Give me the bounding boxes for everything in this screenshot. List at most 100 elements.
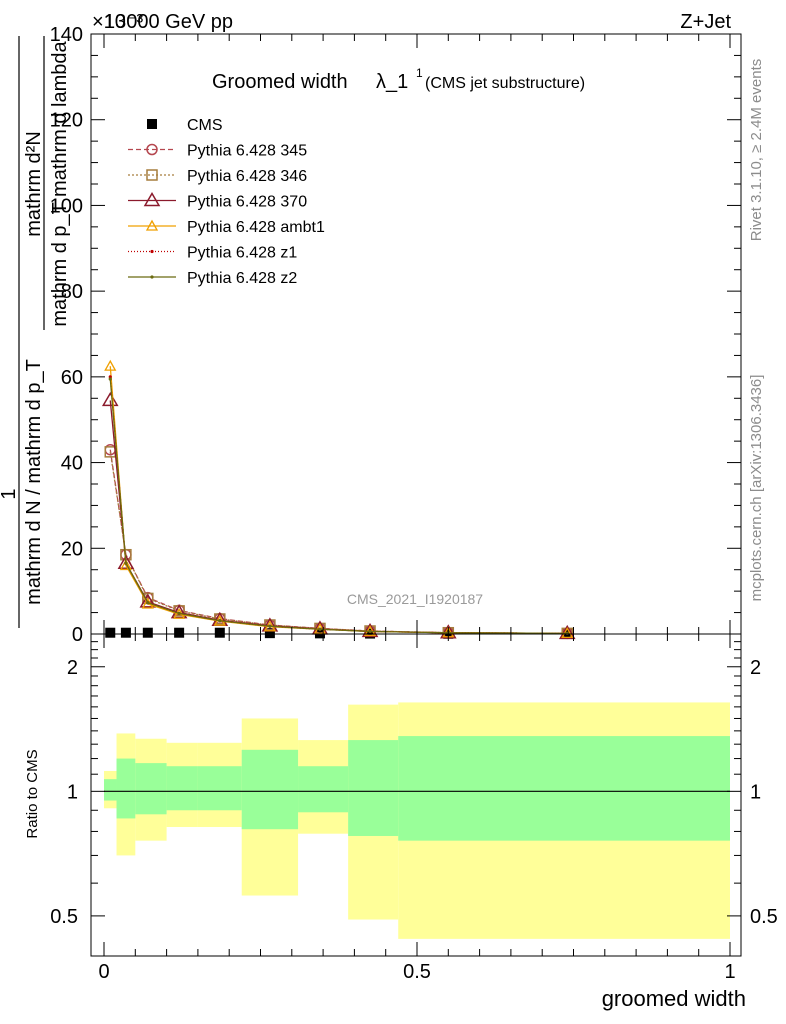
legend-entry: Pythia 6.428 z1	[128, 245, 297, 262]
series-line	[109, 376, 568, 635]
ratio-x-tick-label: 0.5	[403, 961, 431, 983]
legend-marker	[150, 275, 154, 279]
mcplots-label: mcplots.cern.ch [arXiv:1306.3436]	[748, 375, 765, 602]
legend-label: Pythia 6.428 z1	[187, 245, 297, 262]
data-point	[119, 559, 133, 571]
legend-entry: CMS	[147, 117, 223, 134]
main-y-tick-label: 60	[61, 367, 83, 389]
ylabel-frac-left-den: mathrm d N / mathrm d p_T	[23, 359, 45, 605]
data-point	[177, 611, 181, 616]
title-superscript: 1	[416, 66, 423, 80]
data-point	[318, 627, 322, 631]
data-point	[139, 593, 157, 608]
ratio-band-inner	[348, 740, 399, 836]
ratio-x-tick-label: 0	[98, 961, 109, 983]
process-label: Z+Jet	[680, 11, 731, 33]
data-point	[218, 619, 222, 623]
ratio-y-tick-label: 1	[67, 781, 78, 803]
main-y-axis: 0 20 40 60 80 100 120 140	[50, 24, 741, 646]
legend-marker	[145, 219, 159, 231]
title: Groomed width λ_1 1 (CMS jet substructur…	[212, 66, 585, 93]
ratio-y-tick-label-right: 1	[750, 781, 761, 803]
series-line	[109, 400, 568, 635]
ratio-ylabel: Ratio to CMS	[24, 749, 41, 838]
data-point	[264, 628, 275, 639]
ratio-y-axis: 0.5 0.5 1 1 2 2	[50, 633, 778, 957]
data-point	[105, 627, 116, 638]
ratio-y-tick-label: 0.5	[50, 906, 78, 928]
analysis-watermark: CMS_2021_I1920187	[347, 591, 483, 607]
main-y-tick-label: 0	[72, 624, 83, 646]
exponent-label: ×10⁻³	[92, 11, 143, 33]
main-y-tick-label: 80	[61, 281, 83, 303]
ratio-band-inner	[104, 779, 117, 801]
legend-label: Pythia 6.428 z2	[187, 270, 297, 287]
ylabel-frac-left-num: 1	[0, 488, 20, 499]
data-point	[368, 629, 372, 634]
data-point	[120, 627, 131, 638]
data-point	[174, 627, 185, 638]
main-y-tick-label: 40	[61, 453, 83, 475]
legend: CMS Pythia 6.428 345 Pythia 6.428 346 Pythi…	[128, 117, 325, 287]
legend-label: CMS	[187, 117, 223, 134]
ratio-band-inner	[398, 736, 730, 841]
data-point	[124, 561, 128, 565]
ratio-y-tick-label: 2	[67, 657, 78, 679]
ratio-band-inner	[197, 766, 242, 811]
series-3	[101, 391, 576, 640]
legend-entry: Pythia 6.428 346	[128, 168, 307, 185]
title-sub: (CMS jet substructure)	[425, 75, 585, 92]
legend-marker	[146, 169, 158, 181]
legend-marker	[147, 119, 157, 129]
series-6	[108, 377, 569, 635]
data-point	[142, 627, 153, 638]
data-point	[214, 627, 225, 638]
main-x-axis	[103, 34, 731, 634]
main-y-tick-label: 120	[50, 110, 83, 132]
legend-marker	[146, 143, 158, 156]
data-point	[146, 601, 150, 605]
series-line	[109, 366, 568, 635]
main-y-axis-label: 1 mathrm d²N mathrm d p_T mathrm d lambd…	[0, 36, 71, 628]
ratio-band-inner	[298, 766, 349, 813]
series-5	[108, 375, 569, 635]
ratio-y-tick-label-right: 2	[750, 657, 761, 679]
legend-label: Pythia 6.428 345	[187, 143, 307, 160]
legend-label: Pythia 6.428 370	[187, 194, 307, 211]
rivet-label: Rivet 3.1.10, ≥ 2.4M events	[748, 59, 765, 242]
legend-entry: Pythia 6.428 z2	[128, 270, 297, 287]
legend-label: Pythia 6.428 346	[187, 168, 307, 185]
data-point	[268, 624, 272, 628]
legend-marker	[150, 249, 154, 254]
ratio-frame	[90, 633, 742, 957]
energy-label: 13000 GeV pp	[104, 11, 233, 33]
ratio-y-tick-label-right: 0.5	[750, 906, 778, 928]
data-point	[104, 359, 117, 371]
ylabel-line1: mathrm d²N	[23, 131, 45, 237]
legend-entry: Pythia 6.428 370	[128, 192, 307, 211]
data-point	[101, 391, 119, 407]
data-point	[361, 622, 379, 638]
data-point	[117, 554, 135, 570]
ratio-band-inner	[116, 758, 136, 819]
main-y-tick-label: 140	[50, 24, 83, 46]
legend-entry: Pythia 6.428 ambt1	[128, 219, 325, 236]
ratio-x-tick-label: 1	[724, 961, 735, 983]
ylabel-line2: mathrm d p_T mathrm d lambda	[49, 40, 71, 326]
ratio-x-axis: 0 0.5 1	[98, 634, 736, 983]
legend-entry: Pythia 6.428 345	[128, 143, 307, 160]
ratio-band-inner	[135, 763, 167, 815]
series-2	[104, 446, 573, 640]
data-point	[558, 624, 576, 640]
ratio-plot-area	[104, 702, 730, 939]
data-point	[108, 377, 112, 381]
ratio-band-inner	[166, 766, 198, 811]
series-line	[109, 378, 568, 635]
main-y-tick-label: 100	[50, 195, 83, 217]
series-line	[109, 451, 568, 635]
title-main: Groomed width	[212, 71, 348, 93]
ratio-band-inner	[241, 749, 299, 830]
legend-label: Pythia 6.428 ambt1	[187, 219, 325, 236]
main-y-tick-label: 20	[61, 538, 83, 560]
